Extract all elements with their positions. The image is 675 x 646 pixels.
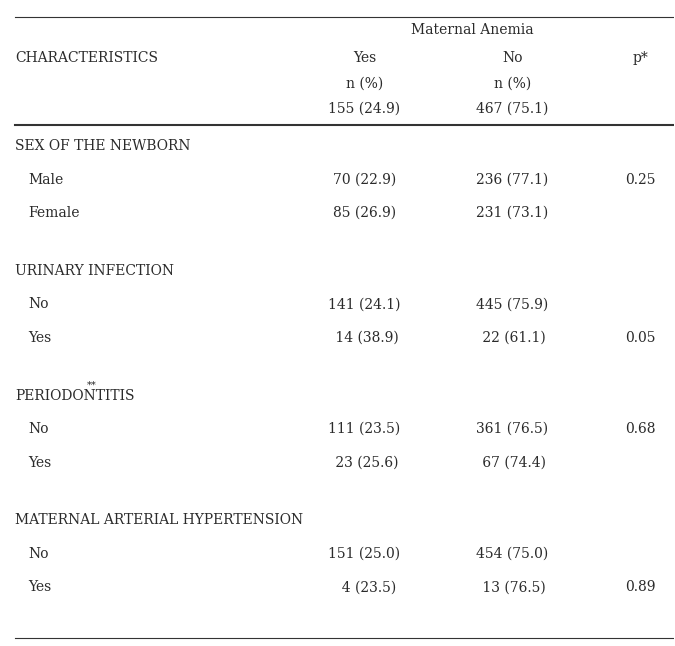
Text: 111 (23.5): 111 (23.5) [328, 422, 400, 436]
Text: MATERNAL ARTERIAL HYPERTENSION: MATERNAL ARTERIAL HYPERTENSION [15, 514, 303, 528]
Text: Yes: Yes [28, 455, 51, 470]
Text: 454 (75.0): 454 (75.0) [476, 547, 548, 561]
Text: p*: p* [632, 51, 648, 65]
Text: URINARY INFECTION: URINARY INFECTION [15, 264, 174, 278]
Text: 361 (76.5): 361 (76.5) [477, 422, 548, 436]
Text: 67 (74.4): 67 (74.4) [479, 455, 546, 470]
Text: n (%): n (%) [346, 77, 383, 90]
Text: 0.25: 0.25 [625, 172, 655, 187]
Text: n (%): n (%) [493, 77, 531, 90]
Text: CHARACTERISTICS: CHARACTERISTICS [15, 51, 158, 65]
Text: Maternal Anemia: Maternal Anemia [410, 23, 533, 37]
Text: No: No [502, 51, 522, 65]
Text: PERIODONTITIS: PERIODONTITIS [15, 389, 134, 402]
Text: **: ** [87, 380, 97, 390]
Text: 141 (24.1): 141 (24.1) [328, 297, 401, 311]
Text: Yes: Yes [28, 580, 51, 594]
Text: 467 (75.1): 467 (75.1) [476, 102, 549, 116]
Text: 236 (77.1): 236 (77.1) [476, 172, 548, 187]
Text: Male: Male [28, 172, 63, 187]
Text: 155 (24.9): 155 (24.9) [328, 102, 400, 116]
Text: 22 (61.1): 22 (61.1) [479, 331, 546, 345]
Text: Female: Female [28, 206, 80, 220]
Text: 445 (75.9): 445 (75.9) [476, 297, 548, 311]
Text: No: No [28, 422, 49, 436]
Text: Yes: Yes [28, 331, 51, 345]
Text: 70 (22.9): 70 (22.9) [333, 172, 396, 187]
Text: 13 (76.5): 13 (76.5) [479, 580, 546, 594]
Text: 23 (25.6): 23 (25.6) [331, 455, 398, 470]
Text: 4 (23.5): 4 (23.5) [333, 580, 396, 594]
Text: No: No [28, 547, 49, 561]
Text: 151 (25.0): 151 (25.0) [328, 547, 400, 561]
Text: 0.89: 0.89 [625, 580, 655, 594]
Text: 0.68: 0.68 [625, 422, 655, 436]
Text: Yes: Yes [353, 51, 376, 65]
Text: SEX OF THE NEWBORN: SEX OF THE NEWBORN [15, 139, 190, 153]
Text: No: No [28, 297, 49, 311]
Text: 85 (26.9): 85 (26.9) [333, 206, 396, 220]
Text: 0.05: 0.05 [625, 331, 655, 345]
Text: 231 (73.1): 231 (73.1) [476, 206, 548, 220]
Text: 14 (38.9): 14 (38.9) [331, 331, 398, 345]
